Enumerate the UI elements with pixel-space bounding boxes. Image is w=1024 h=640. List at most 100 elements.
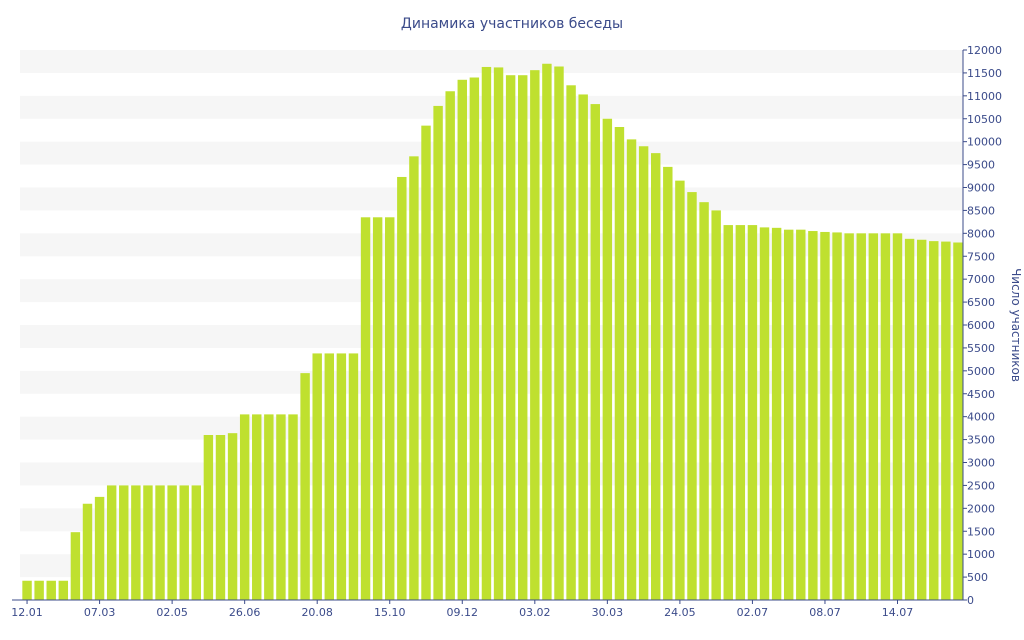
bar <box>783 229 794 601</box>
y-tick-label: 5000 <box>967 365 995 378</box>
y-tick-label: 7000 <box>967 273 995 286</box>
bar <box>360 217 371 601</box>
y-tick-label: 500 <box>967 571 988 584</box>
bar <box>82 503 93 600</box>
y-tick-label: 1000 <box>967 548 995 561</box>
bar <box>324 353 334 600</box>
x-tick-labels: 12.01 07.03 02.05 26.06 20.08 15.10 09.12 03.02… <box>11 600 913 619</box>
x-tick-label: 30.03 <box>592 606 624 619</box>
bar <box>94 496 105 601</box>
y-tick-label: 0 <box>967 594 974 607</box>
bar <box>953 242 963 600</box>
y-tick-label: 10500 <box>967 113 1002 126</box>
y-tick-label: 6500 <box>967 296 995 309</box>
bar <box>264 414 274 601</box>
bar <box>288 414 298 601</box>
bar <box>481 66 492 600</box>
bar <box>385 217 395 601</box>
x-tick-label: 02.07 <box>737 606 769 619</box>
y-tick-label: 9500 <box>967 159 995 172</box>
y-tick-label: 5500 <box>967 342 995 355</box>
bar <box>239 414 250 601</box>
bar <box>191 485 202 600</box>
bar <box>844 233 854 600</box>
y-tick-label: 9000 <box>967 182 995 195</box>
bar <box>421 125 431 601</box>
bar <box>626 139 637 601</box>
x-tick-label: 02.05 <box>156 606 188 619</box>
bar <box>929 241 939 601</box>
bar <box>252 414 262 601</box>
bar <box>759 227 770 601</box>
y-tick-label: 12000 <box>967 44 1002 57</box>
bar <box>530 70 540 601</box>
bar <box>70 532 81 600</box>
bar <box>143 485 153 600</box>
bar <box>868 233 879 600</box>
bar <box>348 353 359 600</box>
x-tick-label: 12.01 <box>11 606 43 619</box>
bar <box>578 94 588 601</box>
bar <box>832 232 842 601</box>
bar <box>723 225 733 600</box>
bar <box>880 233 891 600</box>
bar <box>22 580 32 600</box>
bar <box>131 485 141 600</box>
bar <box>409 156 419 600</box>
bar <box>46 580 56 600</box>
y-tick-label: 10000 <box>967 136 1002 149</box>
x-tick-label: 03.02 <box>519 606 551 619</box>
bar <box>518 75 528 600</box>
x-tick-label: 26.06 <box>229 606 261 619</box>
bar <box>119 485 129 600</box>
bar <box>106 485 117 600</box>
bar <box>590 104 600 600</box>
x-tick-label: 24.05 <box>664 606 696 619</box>
x-tick-label: 20.08 <box>301 606 333 619</box>
bar <box>58 580 69 600</box>
bar <box>602 118 613 600</box>
bar <box>433 105 443 601</box>
x-tick-label: 14.07 <box>882 606 914 619</box>
bar <box>856 233 866 600</box>
x-tick-label: 09.12 <box>447 606 479 619</box>
bar <box>892 233 903 600</box>
bar <box>34 580 44 600</box>
bar <box>215 435 226 600</box>
bar <box>203 435 214 600</box>
grid-band <box>20 187 963 211</box>
bar <box>397 176 407 600</box>
x-tick-label: 08.07 <box>809 606 841 619</box>
bar <box>336 353 347 600</box>
grid-band <box>20 95 963 119</box>
bar <box>796 229 806 601</box>
bar <box>747 225 758 600</box>
bar <box>469 77 480 600</box>
y-tick-label: 3500 <box>967 434 995 447</box>
y-tick-labels: 0 500 1000 1500 2000 2500 3000 3500 4000 4500 5000… <box>963 44 1002 607</box>
bar <box>276 414 286 601</box>
bar <box>735 225 746 600</box>
y-tick-label: 3000 <box>967 457 995 470</box>
x-tick-label: 15.10 <box>374 606 406 619</box>
bar <box>711 210 721 601</box>
bar <box>542 63 552 600</box>
bar <box>651 153 661 601</box>
bar <box>457 79 467 601</box>
bar <box>699 202 709 601</box>
y-tick-label: 7500 <box>967 250 995 263</box>
bar <box>493 67 504 601</box>
y-tick-label: 4500 <box>967 388 995 401</box>
bar <box>227 433 238 600</box>
y-tick-label: 8000 <box>967 227 995 240</box>
y-tick-label: 2500 <box>967 479 995 492</box>
bar <box>505 75 516 600</box>
bars <box>22 63 963 601</box>
bar <box>300 373 310 601</box>
bar <box>179 485 189 600</box>
chart-title: Динамика участников беседы <box>401 16 623 32</box>
bar <box>372 217 383 601</box>
y-tick-label: 11500 <box>967 67 1002 80</box>
bar <box>445 91 455 600</box>
